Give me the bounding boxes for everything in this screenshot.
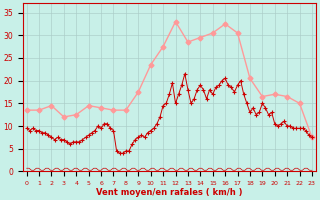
X-axis label: Vent moyen/en rafales ( km/h ): Vent moyen/en rafales ( km/h ) <box>96 188 243 197</box>
